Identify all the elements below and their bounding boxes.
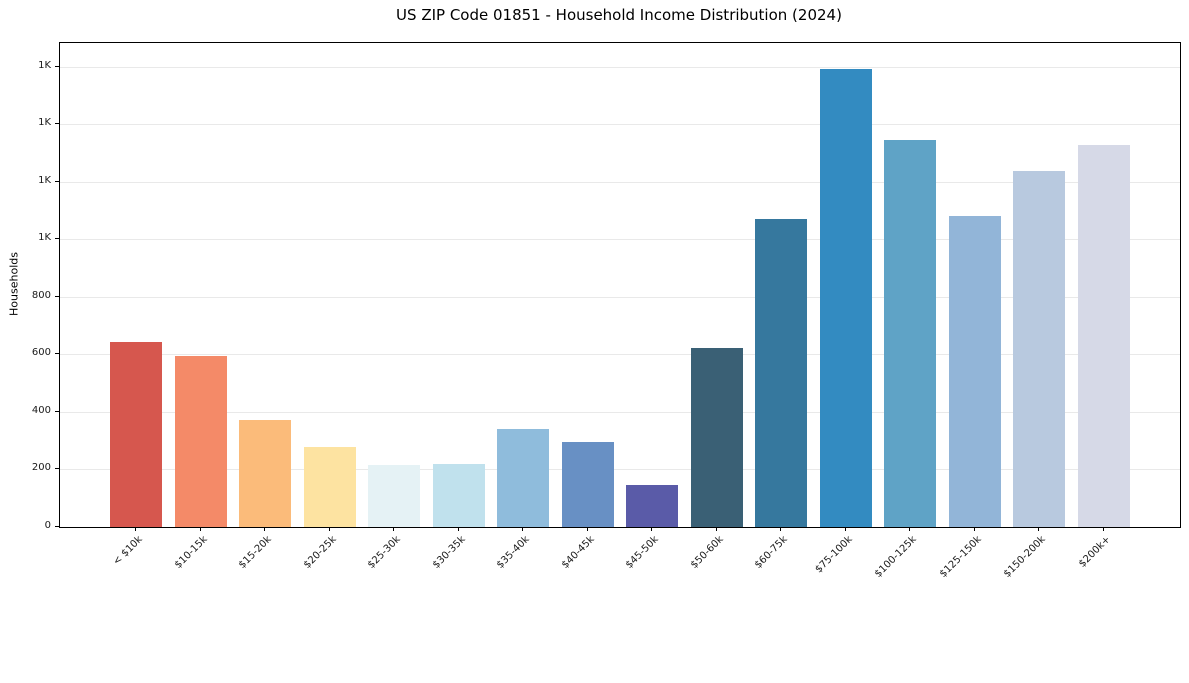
- plot-area: [59, 42, 1181, 528]
- bar: [1078, 145, 1130, 527]
- x-tick-label: $125-150k: [937, 534, 984, 580]
- y-tick-label: 800: [31, 289, 51, 301]
- y-tick-mark: [55, 65, 59, 67]
- y-tick-mark: [55, 123, 59, 125]
- y-tick-label: 600: [31, 347, 51, 359]
- bar: [819, 68, 872, 527]
- y-tick-label: 0: [44, 520, 51, 531]
- x-tick-label: $100-125k: [873, 534, 920, 580]
- grid-line: [60, 469, 1180, 471]
- x-tick-label: $75-100k: [813, 534, 855, 576]
- x-tick-mark: [973, 527, 975, 531]
- x-tick-mark: [328, 527, 330, 531]
- y-tick-mark: [55, 526, 59, 527]
- x-tick-mark: [264, 527, 266, 531]
- bar: [948, 215, 1001, 527]
- x-tick-label: $15-20k: [236, 534, 274, 571]
- x-tick-mark: [1038, 527, 1040, 531]
- x-tick-mark: [586, 527, 588, 531]
- bar: [561, 442, 614, 527]
- bar: [884, 139, 937, 527]
- bar: [174, 355, 227, 527]
- y-tick-label: 1K: [38, 117, 51, 129]
- grid-line: [60, 296, 1180, 298]
- grid-line: [60, 239, 1180, 241]
- grid-line: [60, 411, 1180, 413]
- y-tick-mark: [55, 353, 59, 355]
- bar: [626, 485, 679, 527]
- grid-line: [60, 124, 1180, 126]
- bar: [497, 429, 550, 527]
- x-tick-mark: [522, 527, 524, 531]
- y-axis-label: Households: [7, 252, 21, 316]
- chart-title: US ZIP Code 01851 - Household Income Dis…: [396, 6, 842, 24]
- x-tick-mark: [715, 527, 717, 531]
- y-tick-label: 1K: [38, 232, 51, 244]
- y-tick-label: 1K: [38, 174, 51, 186]
- bar: [432, 463, 485, 527]
- bar: [755, 218, 808, 527]
- x-tick-label: $40-45k: [559, 534, 597, 571]
- y-tick-mark: [55, 468, 59, 470]
- x-tick-label: $35-40k: [495, 534, 532, 571]
- chart-figure: US ZIP Code 01851 - Household Income Dis…: [7, 6, 1181, 580]
- y-tick-mark: [55, 410, 59, 412]
- bar: [239, 420, 292, 527]
- x-tick-label: $45-50k: [624, 534, 662, 571]
- grid-line: [60, 354, 1180, 356]
- y-tick-label: 200: [31, 462, 51, 474]
- x-tick-mark: [909, 527, 911, 531]
- bar: [110, 341, 162, 527]
- y-tick-label: 1K: [38, 59, 51, 71]
- x-tick-mark: [651, 527, 653, 531]
- x-tick-label: $20-25k: [301, 534, 339, 571]
- x-tick-mark: [844, 527, 846, 531]
- x-tick-label: $150-200k: [1002, 534, 1049, 580]
- x-tick-label: $10-15k: [172, 534, 210, 571]
- x-tick-label: $200k+: [1076, 534, 1113, 570]
- x-tick-mark: [1103, 527, 1104, 531]
- x-tick-label: < $10k: [111, 534, 145, 568]
- bar: [303, 447, 356, 527]
- bar: [690, 348, 743, 527]
- y-tick-mark: [55, 238, 59, 240]
- grid-line: [60, 181, 1180, 183]
- y-tick-mark: [55, 180, 59, 182]
- x-tick-label: $25-30k: [365, 534, 403, 571]
- bar: [368, 464, 421, 527]
- x-tick-label: $30-35k: [430, 534, 468, 571]
- x-tick-mark: [135, 527, 136, 531]
- grid-line: [60, 66, 1180, 68]
- x-tick-mark: [457, 527, 459, 531]
- x-tick-mark: [199, 527, 201, 531]
- y-tick-mark: [55, 295, 59, 297]
- bar: [1013, 170, 1066, 527]
- x-tick-label: $50-60k: [688, 534, 726, 571]
- y-tick-label: 400: [31, 404, 51, 416]
- x-tick-label: $60-75k: [753, 534, 791, 571]
- x-tick-mark: [393, 527, 395, 531]
- x-tick-mark: [780, 527, 782, 531]
